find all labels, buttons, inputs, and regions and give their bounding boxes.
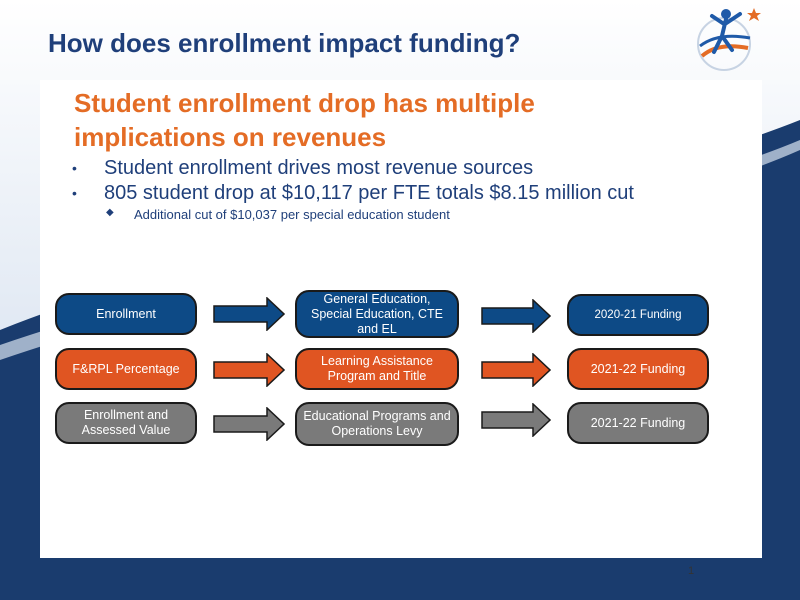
flow-result-box: 2021-22 Funding [567,402,709,444]
flow-middle-box: General Education, Special Education, CT… [295,290,459,338]
bullet-list: • Student enrollment drives most revenue… [72,156,634,206]
flow-source-box: Enrollment [55,293,197,335]
logo-icon [697,8,761,71]
bullet-dot-icon: • [72,185,77,201]
sub-bullet-text: Additional cut of $10,037 per special ed… [134,207,450,222]
flow-middle-box: Educational Programs and Operations Levy [295,402,459,446]
page-title: How does enrollment impact funding? [48,28,521,58]
flow-result-box: 2021-22 Funding [567,348,709,390]
diamond-icon: ◆ [106,207,114,218]
page-number: 1 [688,565,695,577]
arrow-right-icon [481,299,551,333]
bullet-text: Student enrollment drives most revenue s… [104,157,534,179]
arrow-right-icon [213,297,285,331]
arrow-right-icon [481,403,551,437]
arrow-right-icon [481,353,551,387]
bullet-text: 805 student drop at $10,117 per FTE tota… [104,182,634,204]
arrow-right-icon [213,353,285,387]
bullet-item: • 805 student drop at $10,117 per FTE to… [72,181,634,206]
flow-middle-box: Learning Assistance Program and Title [295,348,459,390]
flow-source-box: F&RPL Percentage [55,348,197,390]
slide-heading: Student enrollment drop has multiple imp… [74,88,535,152]
bullet-item: • Student enrollment drives most revenue… [72,156,634,181]
bullet-dot-icon: • [72,160,77,176]
arrow-right-icon [213,407,285,441]
sub-bullet: ◆ Additional cut of $10,037 per special … [106,207,450,222]
flow-result-box: 2020-21 Funding [567,294,709,336]
flow-source-box: Enrollment and Assessed Value [55,402,197,444]
